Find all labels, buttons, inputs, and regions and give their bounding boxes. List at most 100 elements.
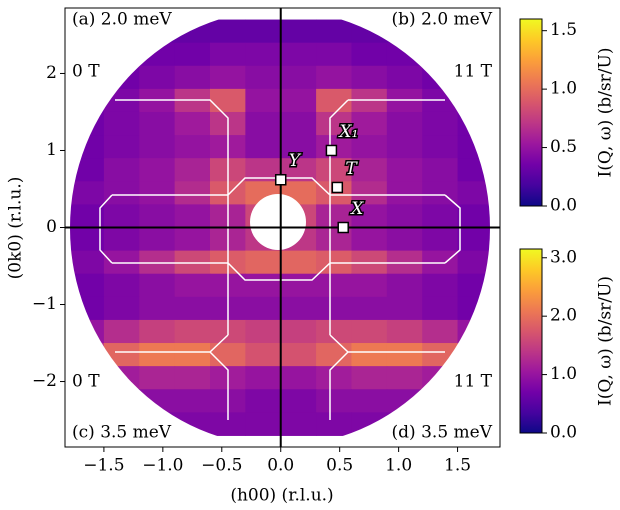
heatmap-cell xyxy=(280,42,317,67)
heatmap-cell xyxy=(68,343,105,367)
heatmap-cell xyxy=(351,273,388,298)
heatmap-cell xyxy=(386,296,423,321)
heatmap-cell xyxy=(65,227,70,252)
heatmap-cell xyxy=(174,204,211,228)
heatmap-cell xyxy=(174,181,211,205)
y-tick-label: −2 xyxy=(32,371,57,391)
heatmap-cell xyxy=(280,343,317,367)
heatmap-cell xyxy=(103,111,140,136)
heatmap-cell xyxy=(174,19,211,44)
heatmap-cell xyxy=(68,412,105,436)
heatmap-cell xyxy=(103,181,140,205)
symmetry-point xyxy=(274,173,287,186)
heatmap-cell xyxy=(316,158,352,182)
colorbar-tick-label: 3.0 xyxy=(550,247,577,267)
heatmap-cell xyxy=(457,273,494,298)
heatmap-cell xyxy=(351,158,388,182)
heatmap-cell xyxy=(457,19,494,44)
heatmap-cell xyxy=(139,412,176,436)
heatmap-cell xyxy=(422,42,459,67)
heatmap-cell xyxy=(422,296,459,321)
colorbar xyxy=(519,248,543,434)
heatmap-cell xyxy=(174,65,211,90)
heatmap-cell xyxy=(210,65,246,90)
heatmap-cell xyxy=(351,227,388,252)
heatmap-cell xyxy=(280,227,317,252)
x-tick-label: −1.5 xyxy=(83,456,124,476)
heatmap-cell xyxy=(280,273,317,298)
heatmap-cell xyxy=(245,296,282,321)
heatmap-cell xyxy=(316,88,352,113)
heatmap-cell xyxy=(492,19,500,44)
heatmap-cell xyxy=(139,273,176,298)
heatmap-cell xyxy=(492,319,500,344)
heatmap-cell xyxy=(280,88,317,113)
heatmap-cell xyxy=(139,181,176,205)
heatmap-cell xyxy=(245,158,282,182)
heatmap-cell xyxy=(492,135,500,159)
heatmap-cell xyxy=(422,366,459,390)
heatmap-cell xyxy=(316,389,352,413)
heatmap-cell xyxy=(422,111,459,136)
y-tick-label: −1 xyxy=(32,294,57,314)
y-axis-label: (0k0) (r.l.u.) xyxy=(6,177,26,280)
heatmap-cell xyxy=(492,366,500,390)
heatmap-cell xyxy=(65,250,70,275)
heatmap-cell xyxy=(245,227,282,252)
heatmap-cell xyxy=(351,343,388,367)
heatmap-cell xyxy=(351,389,388,413)
heatmap-cell xyxy=(174,389,211,413)
heatmap-cell xyxy=(386,319,423,344)
heatmap-cell xyxy=(65,296,70,321)
panel-field: 0 T xyxy=(72,372,100,392)
heatmap-cell xyxy=(316,343,352,367)
heatmap-cell xyxy=(457,296,494,321)
heatmap-cell xyxy=(386,181,423,205)
heatmap-cell xyxy=(65,319,70,344)
heatmap-cell xyxy=(139,227,176,252)
heatmap-cell xyxy=(351,19,388,44)
heatmap-cell xyxy=(351,135,388,159)
heatmap-cell xyxy=(139,19,176,44)
x-tick-label: −0.5 xyxy=(201,456,242,476)
panel-label: (b) 2.0 meV xyxy=(392,10,493,30)
heatmap xyxy=(65,19,500,436)
heatmap-cell xyxy=(280,389,317,413)
heatmap-cell xyxy=(316,273,352,298)
heatmap-cell xyxy=(210,412,246,436)
heatmap-cell xyxy=(245,181,282,205)
y-tick-label: 1 xyxy=(46,140,57,160)
heatmap-cell xyxy=(280,135,317,159)
heatmap-cell xyxy=(174,273,211,298)
heatmap-cell xyxy=(316,366,352,390)
heatmap-cell xyxy=(103,158,140,182)
x-tick-label: 0.0 xyxy=(267,456,294,476)
heatmap-cell xyxy=(280,412,317,436)
heatmap-cell xyxy=(457,366,494,390)
heatmap-cell xyxy=(103,412,140,436)
heatmap-cell xyxy=(492,181,500,205)
heatmap-cell xyxy=(422,273,459,298)
panel-field: 11 T xyxy=(454,62,493,82)
colorbar-label: I(Q, ω) (b/sr/U) xyxy=(596,48,616,178)
heatmap-cell xyxy=(68,19,105,44)
heatmap-cell xyxy=(386,273,423,298)
heatmap-cell xyxy=(492,227,500,252)
heatmap-cell xyxy=(457,42,494,67)
symmetry-point-label: Y xyxy=(289,151,302,171)
heatmap-cell xyxy=(457,412,494,436)
heatmap-cell xyxy=(65,204,70,228)
heatmap-cell xyxy=(457,181,494,205)
heatmap-cell xyxy=(103,135,140,159)
heatmap-cell xyxy=(316,296,352,321)
symmetry-point xyxy=(337,221,349,234)
heatmap-cell xyxy=(103,389,140,413)
heatmap-cell xyxy=(386,366,423,390)
heatmap-cell xyxy=(386,389,423,413)
heatmap-cell xyxy=(174,343,211,367)
heatmap-cell xyxy=(68,88,105,113)
heatmap-cell xyxy=(492,296,500,321)
heatmap-cell xyxy=(65,343,70,367)
heatmap-cell xyxy=(492,42,500,67)
heatmap-cell xyxy=(139,319,176,344)
